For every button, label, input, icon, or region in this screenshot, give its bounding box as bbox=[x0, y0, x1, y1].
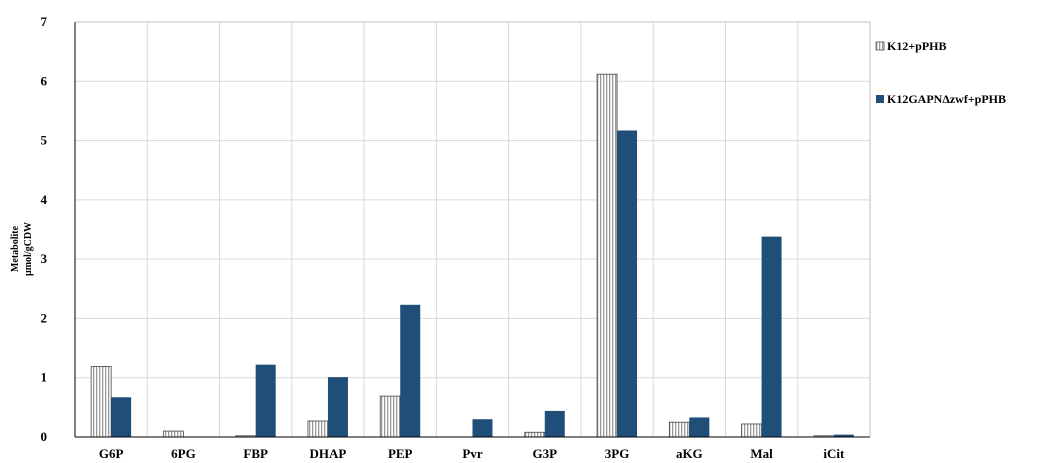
x-tick-label: 6PG bbox=[171, 446, 196, 461]
bar-k12-pphb bbox=[379, 395, 401, 438]
bar-k12-pphb bbox=[741, 423, 762, 438]
bar-k12gapn-dzwf-pphb bbox=[327, 377, 348, 437]
x-tick-label: FBP bbox=[243, 446, 268, 461]
x-tick-label: 3PG bbox=[605, 446, 630, 461]
x-tick-label: iCit bbox=[823, 446, 845, 461]
y-tick-label: 3 bbox=[41, 251, 48, 266]
bar-k12gapn-dzwf-pphb bbox=[544, 410, 565, 437]
gridlines bbox=[75, 21, 870, 437]
y-tick-label: 7 bbox=[41, 14, 48, 29]
bar-k12-pphb bbox=[307, 420, 329, 438]
x-tick-label: DHAP bbox=[310, 446, 347, 461]
y-tick-label: 0 bbox=[41, 429, 48, 444]
tick-labels: 0 1 2 3 4 5 6 7 G6P 6PG FBP DHAP PEP Pvr G3P 3PG aKG Mal i… bbox=[41, 14, 845, 461]
x-tick-label: Pvr bbox=[462, 446, 482, 461]
x-tick-label: Mal bbox=[750, 446, 773, 461]
bar-k12-pphb bbox=[90, 366, 112, 438]
y-tick-label: 1 bbox=[41, 370, 48, 385]
legend-label-series-1: K12+pPHB bbox=[887, 39, 947, 53]
bar-k12gapn-dzwf-pphb bbox=[255, 364, 276, 437]
axes bbox=[74, 21, 871, 438]
bar-k12gapn-dzwf-pphb bbox=[833, 434, 854, 437]
bar-k12gapn-dzwf-pphb bbox=[761, 236, 782, 437]
y-tick-label: 2 bbox=[41, 310, 48, 325]
bars bbox=[90, 73, 854, 438]
bar-k12gapn-dzwf-pphb bbox=[400, 304, 421, 437]
legend-swatch-series-1 bbox=[875, 41, 885, 51]
bar-k12-pphb bbox=[668, 421, 690, 438]
bar-k12gapn-dzwf-pphb bbox=[472, 419, 493, 437]
x-tick-label: G6P bbox=[99, 446, 124, 461]
y-tick-label: 6 bbox=[41, 73, 48, 88]
y-axis-label-line1: Metabolite bbox=[10, 225, 21, 272]
bar-k12-pphb bbox=[163, 430, 184, 438]
y-tick-label: 4 bbox=[41, 192, 48, 207]
bar-k12gapn-dzwf-pphb bbox=[111, 397, 132, 437]
legend-label-series-2: K12GAPNΔzwf+pPHB bbox=[887, 92, 1006, 106]
y-tick-label: 5 bbox=[41, 133, 48, 148]
bar-k12-pphb bbox=[524, 431, 546, 438]
x-tick-label: G3P bbox=[532, 446, 557, 461]
bar-k12-pphb bbox=[596, 73, 618, 438]
bar-k12gapn-dzwf-pphb bbox=[689, 417, 710, 437]
legend: K12+pPHB K12GAPNΔzwf+pPHB bbox=[875, 39, 1006, 106]
x-tick-label: PEP bbox=[388, 446, 413, 461]
x-tick-label: aKG bbox=[676, 446, 703, 461]
legend-swatch-series-2 bbox=[876, 95, 884, 103]
y-axis-label-line2: µmol/gCDW bbox=[23, 222, 34, 276]
bar-k12gapn-dzwf-pphb bbox=[617, 130, 638, 437]
